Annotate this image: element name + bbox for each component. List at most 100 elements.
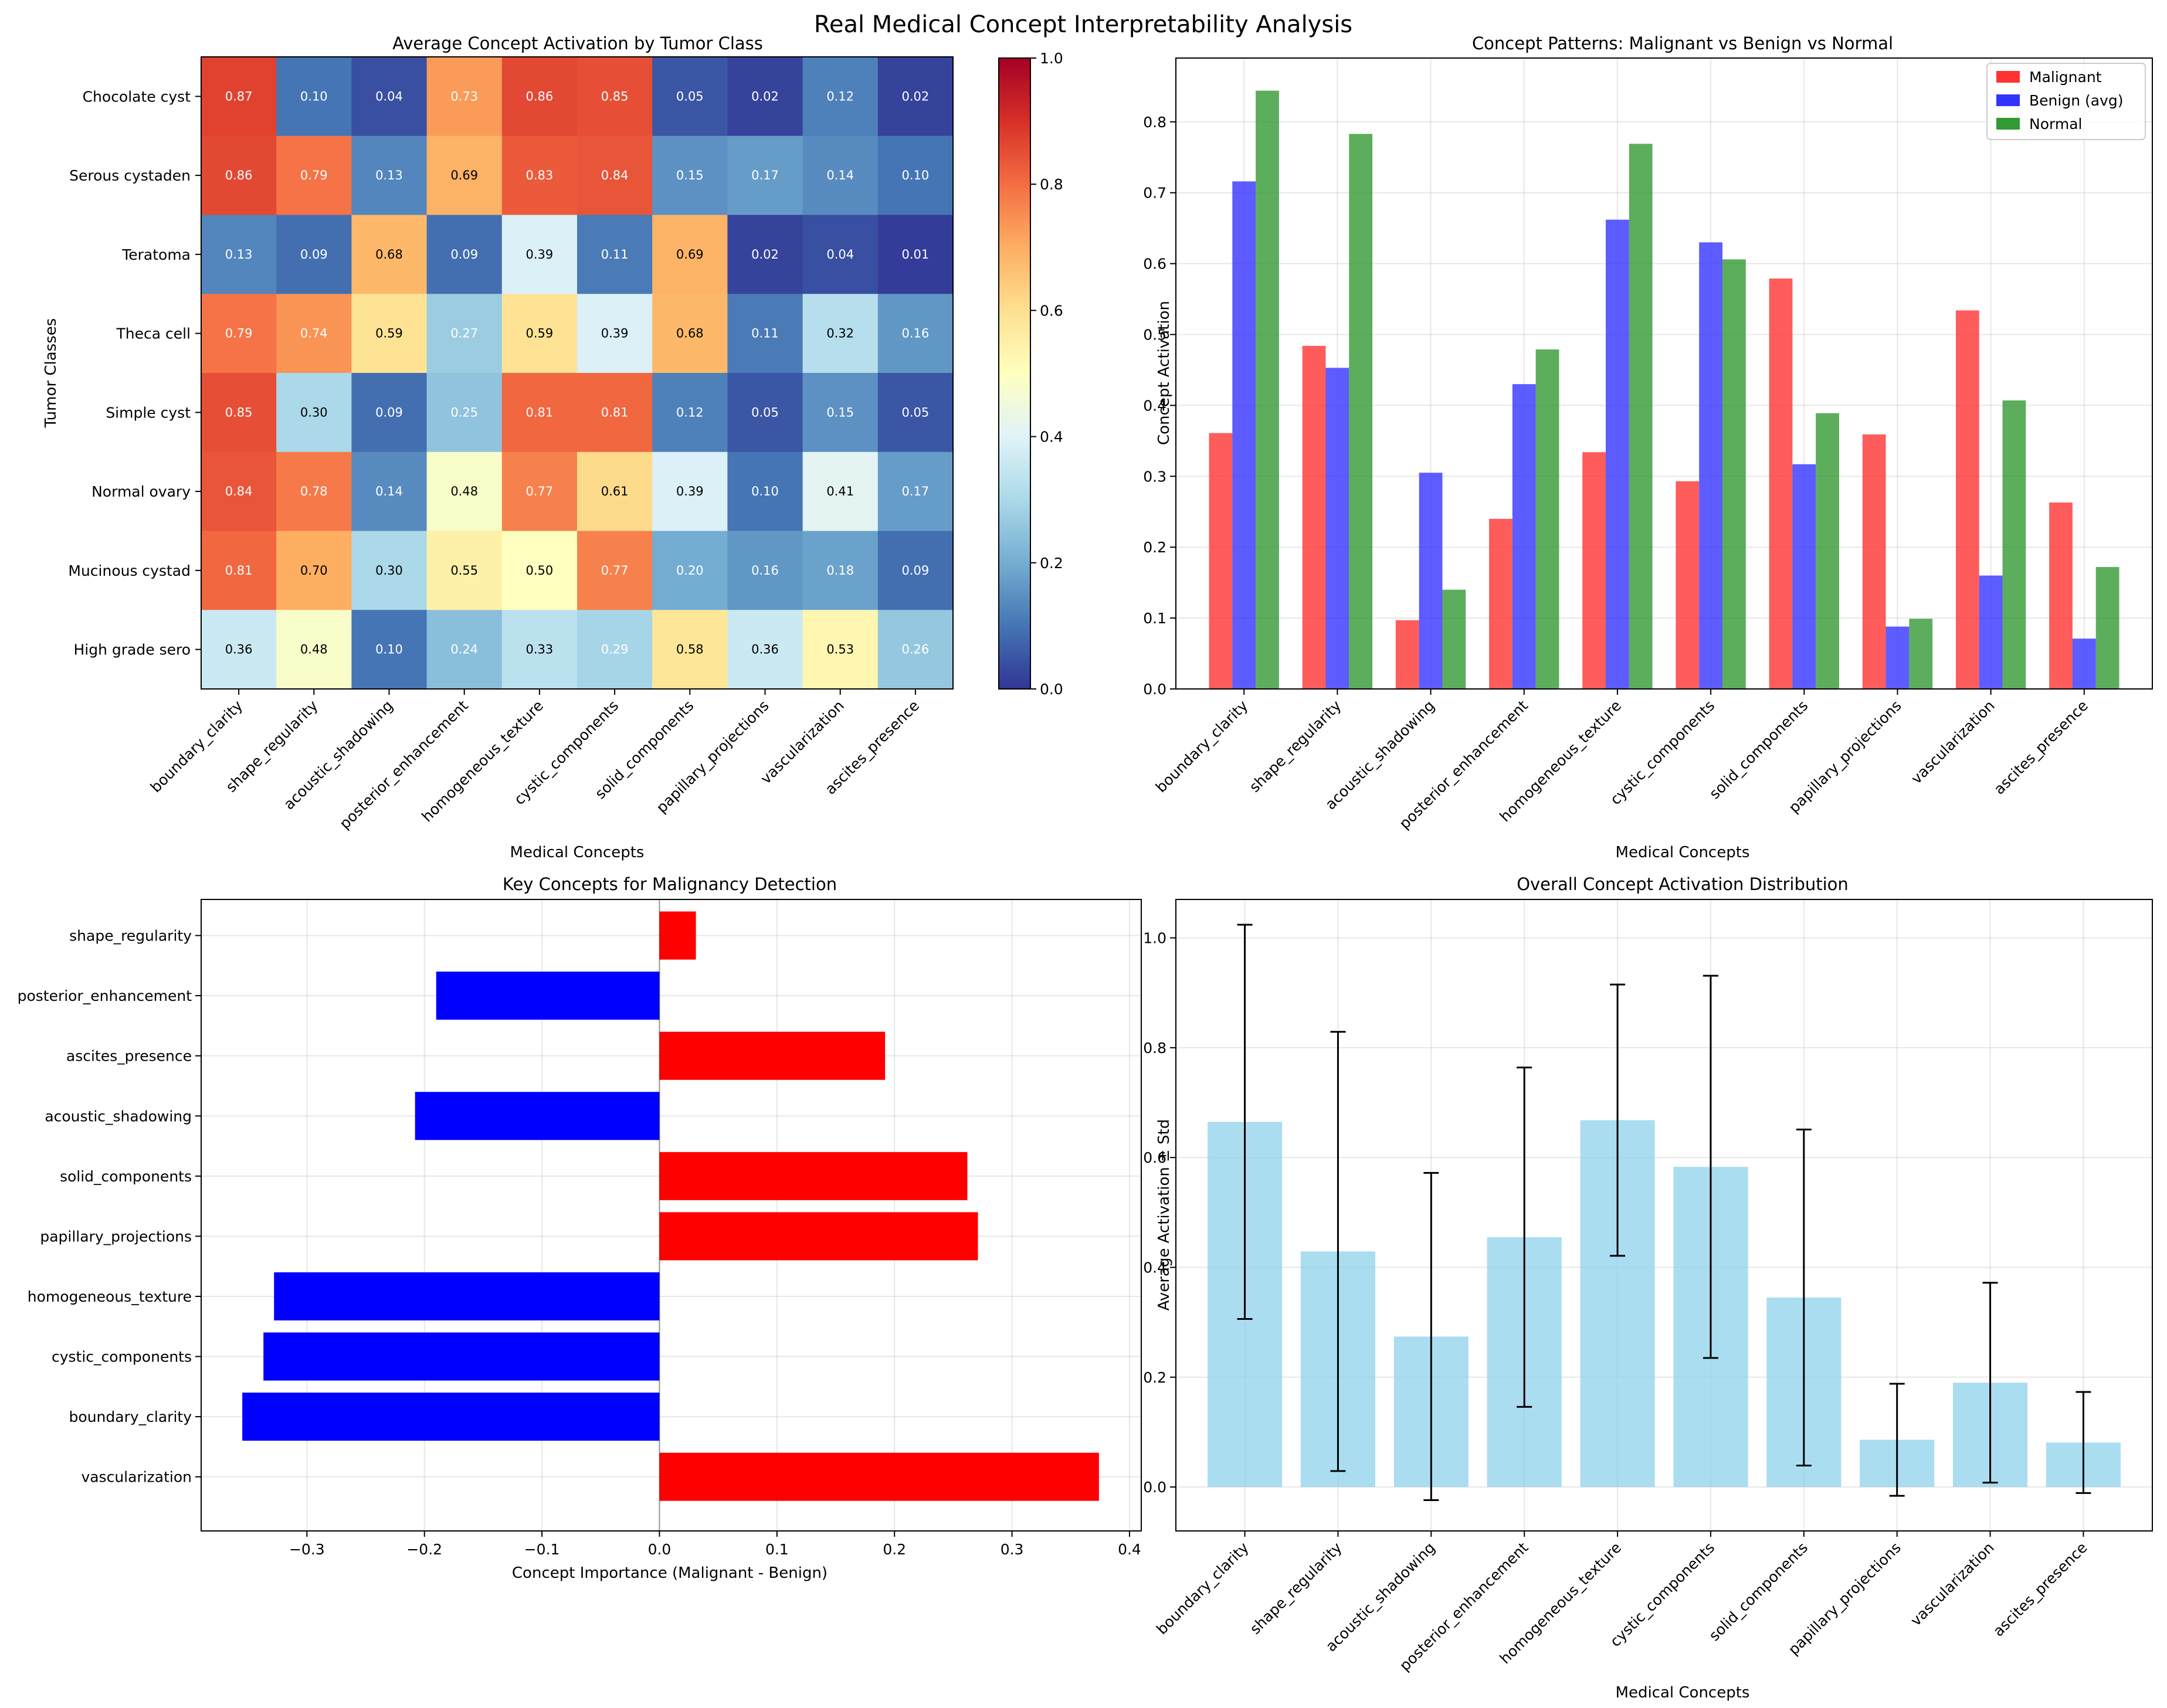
- ytick-label: solid_components: [60, 1168, 192, 1185]
- heatmap-cell: [276, 135, 352, 215]
- heatmap-cell-label: 0.81: [225, 563, 253, 578]
- colorbar-tick-label: 1.0: [1040, 50, 1063, 67]
- legend-swatch-benign: [1996, 94, 2020, 106]
- xtick-label: 0.3: [1001, 1541, 1024, 1558]
- heatmap-cell-label: 0.02: [751, 247, 779, 262]
- heatmap-cells: 0.87 0.10 0.04 0.73 0.86 0.85 0.05 0.02 0.12 0.02…: [201, 57, 954, 690]
- heatmap-cell-label: 0.09: [375, 405, 403, 419]
- heatmap-xlabel: Medical Concepts: [510, 844, 645, 861]
- bar-benign: [1606, 219, 1629, 690]
- bar-malignant: [1209, 433, 1233, 689]
- importance-bar: [436, 972, 660, 1020]
- heatmap-cell: [877, 135, 954, 215]
- xtick-label: shape_regularity: [1246, 1539, 1345, 1638]
- heatmap-cell: [652, 610, 728, 690]
- bar-benign: [1885, 626, 1910, 689]
- heatmap-cell-label: 0.86: [225, 168, 253, 182]
- heatmap-cell-label: 0.83: [526, 168, 554, 182]
- heatmap-cell-label: 0.32: [826, 327, 854, 341]
- importance-panel: Key Concepts for Malignancy Detection −0…: [18, 874, 1142, 1582]
- heatmap-row-label: Teratoma: [121, 246, 191, 263]
- colorbar: [998, 57, 1031, 690]
- ytick-label: cystic_components: [52, 1349, 192, 1366]
- heatmap-cell: [351, 531, 428, 610]
- heatmap-cell: [727, 373, 803, 453]
- ytick-label: 0.0: [1143, 681, 1166, 698]
- bar-benign: [1792, 464, 1816, 689]
- legend-label-malignant: Malignant: [2029, 69, 2102, 86]
- xtick-label: boundary_clarity: [1152, 697, 1252, 796]
- heatmap-cell: [652, 451, 728, 531]
- bar-malignant: [1955, 310, 1979, 689]
- xtick-label: solid_components: [1706, 697, 1812, 803]
- heatmap-cell-label: 0.73: [450, 89, 478, 103]
- ytick-label: papillary_projections: [40, 1228, 192, 1245]
- heatmap-cell-label: 0.36: [751, 643, 779, 657]
- heatmap-cell: [201, 135, 277, 215]
- heatmap-cell: [877, 451, 954, 531]
- distribution-ylabel: Average Activation ± Std: [1155, 1119, 1173, 1311]
- heatmap-cell-label: 0.69: [450, 168, 478, 182]
- heatmap-cell-label: 0.85: [601, 89, 629, 103]
- legend-swatch-normal: [1996, 118, 2020, 130]
- importance-axes: −0.3 −0.2 −0.1 0.0 0.1 0.2 0.3 0.4 vascularizati…: [18, 928, 1141, 1558]
- distribution-panel: Overall Concept Activation Distribution …: [1143, 874, 2153, 1702]
- importance-bar: [659, 1212, 978, 1261]
- heatmap-cell-label: 0.15: [826, 405, 854, 419]
- heatmap-cell: [577, 135, 653, 215]
- bar-normal: [1909, 619, 1933, 689]
- heatmap-cell: [727, 451, 803, 531]
- importance-bars: [242, 899, 1099, 1531]
- ytick-label: ascites_presence: [66, 1048, 192, 1065]
- heatmap-cell: [426, 294, 503, 373]
- ytick-label: 0.7: [1143, 185, 1166, 202]
- heatmap-cell: [577, 215, 653, 294]
- heatmap-cell: [577, 451, 653, 531]
- heatmap-cell-label: 0.09: [450, 247, 478, 262]
- heatmap-col-label: posterior_enhancement: [336, 697, 472, 833]
- importance-title: Key Concepts for Malignancy Detection: [503, 874, 837, 894]
- heatmap-cell: [201, 610, 277, 690]
- colorbar-tick-label: 0.6: [1040, 302, 1063, 319]
- heatmap-cell: [276, 57, 352, 137]
- bar-malignant: [1582, 452, 1606, 689]
- heatmap-row-label: Serous cystaden: [69, 167, 191, 184]
- heatmap-cell: [201, 57, 277, 137]
- heatmap-cell: [351, 57, 428, 137]
- heatmap-cell-label: 0.10: [751, 484, 779, 498]
- heatmap-cell-label: 0.16: [902, 327, 930, 341]
- xtick-label: boundary_clarity: [1153, 1539, 1252, 1638]
- xtick-label: ascites_presence: [1990, 1539, 2091, 1640]
- heatmap-cell: [577, 57, 653, 137]
- heatmap-cell: [652, 215, 728, 294]
- heatmap-cell: [577, 531, 653, 610]
- heatmap-cell-label: 0.13: [225, 247, 253, 262]
- importance-bar: [659, 911, 696, 960]
- ytick-label: 0.2: [1143, 1369, 1166, 1386]
- heatmap-cell: [802, 57, 879, 137]
- importance-bar: [242, 1393, 660, 1441]
- heatmap-cell: [426, 531, 503, 610]
- heatmap-row-label: High grade sero: [74, 641, 191, 658]
- heatmap-cell-label: 0.27: [450, 327, 478, 341]
- ytick-label: 1.0: [1143, 930, 1166, 947]
- heatmap-cell: [802, 610, 879, 690]
- bar-normal: [1629, 144, 1653, 689]
- heatmap-cell-label: 0.78: [300, 484, 328, 498]
- xtick-label: vascularization: [1907, 1539, 1998, 1629]
- ytick-label: acoustic_shadowing: [45, 1108, 192, 1125]
- legend-label-benign: Benign (avg): [2029, 92, 2123, 109]
- heatmap-cell: [727, 57, 803, 137]
- heatmap-cell: [201, 451, 277, 531]
- ytick-label: 0.5: [1143, 327, 1166, 344]
- heatmap-cell: [877, 373, 954, 453]
- bar-normal: [1722, 259, 1746, 690]
- heatmap-cell: [276, 610, 352, 690]
- colorbar-tick-label: 0.8: [1040, 176, 1063, 193]
- ytick-label: 0.4: [1143, 1259, 1166, 1276]
- legend-swatch-malignant: [1996, 71, 2020, 83]
- bar-benign: [1419, 473, 1443, 689]
- heatmap-cell-label: 0.77: [526, 484, 554, 498]
- heatmap-cell: [652, 294, 728, 373]
- ytick-label: 0.1: [1143, 610, 1166, 627]
